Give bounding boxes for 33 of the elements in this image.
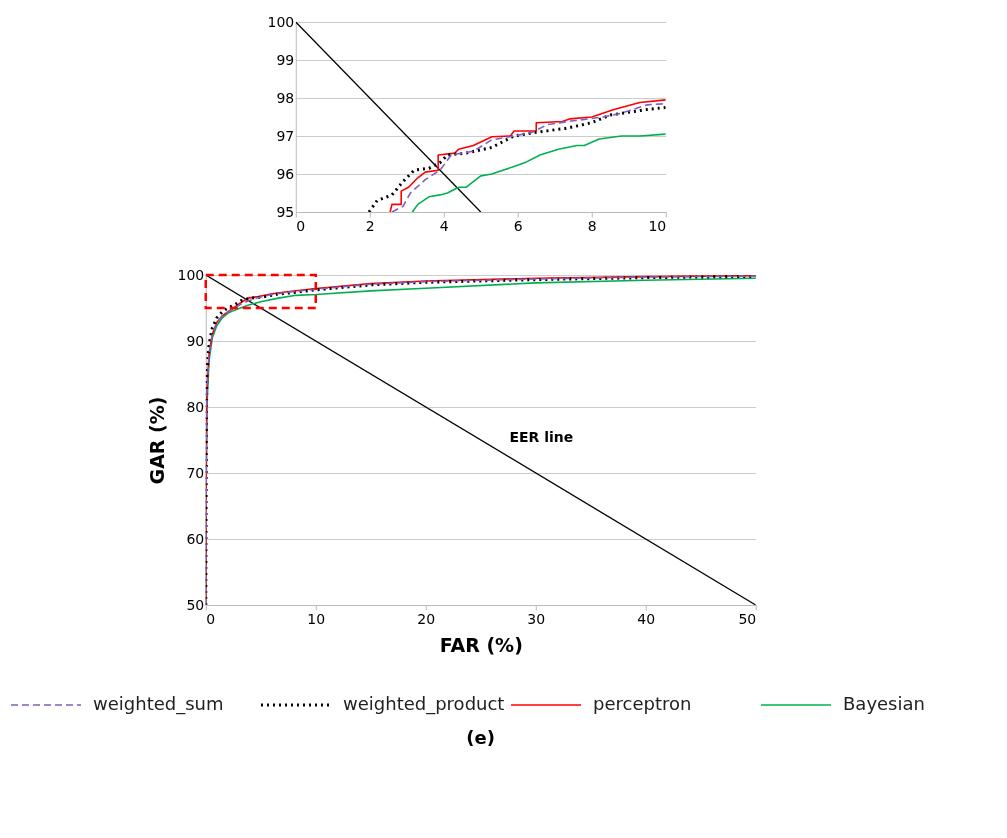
y-tick-label: 100 (177, 266, 205, 283)
x-axis-title: FAR (%) (439, 633, 523, 656)
legend-label: perceptron (593, 693, 692, 714)
x-tick-label: 10 (648, 217, 667, 234)
x-tick-label: 2 (365, 217, 375, 234)
x-tick-label: 6 (513, 217, 523, 234)
legend-label: Bayesian (843, 693, 925, 714)
y-tick-label: 96 (276, 165, 295, 182)
y-tick-label: 98 (276, 89, 295, 106)
x-tick-label: 30 (527, 610, 546, 627)
y-tick-label: 100 (267, 13, 295, 30)
y-axis-title: GAR (%) (145, 396, 168, 485)
y-tick-label: 70 (186, 464, 205, 481)
y-tick-label: 90 (186, 332, 205, 349)
x-tick-label: 4 (439, 217, 449, 234)
line-series (411, 133, 666, 212)
y-tick-label: 60 (186, 530, 205, 547)
x-tick-label: 8 (587, 217, 597, 234)
legend-label: weighted_sum (93, 693, 224, 715)
y-tick-label: 97 (276, 127, 295, 144)
legend-label: weighted_product (343, 693, 505, 715)
annotation: EER line (509, 429, 574, 446)
y-tick-label: 80 (186, 398, 205, 415)
x-tick-label: 10 (307, 610, 326, 627)
y-tick-label: 95 (276, 203, 295, 220)
y-tick-label: 99 (276, 51, 295, 68)
x-tick-label: 50 (738, 610, 757, 627)
text: (e) (466, 727, 495, 748)
x-tick-label: 40 (637, 610, 656, 627)
y-tick-label: 50 (186, 596, 205, 613)
x-tick-label: 20 (417, 610, 436, 627)
x-tick-label: 0 (296, 217, 306, 234)
x-tick-label: 0 (206, 610, 216, 627)
